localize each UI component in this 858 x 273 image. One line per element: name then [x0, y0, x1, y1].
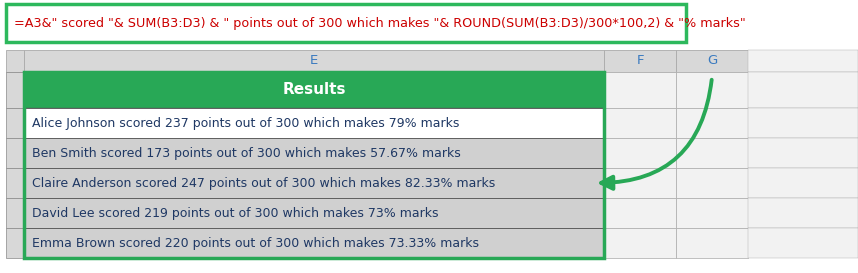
Text: E: E: [310, 55, 318, 67]
Polygon shape: [24, 108, 604, 138]
Polygon shape: [604, 228, 676, 258]
Polygon shape: [676, 198, 748, 228]
Text: Emma Brown scored 220 points out of 300 which makes 73.33% marks: Emma Brown scored 220 points out of 300 …: [32, 236, 479, 250]
Polygon shape: [6, 228, 24, 258]
Polygon shape: [676, 138, 748, 168]
Polygon shape: [24, 198, 604, 228]
Polygon shape: [748, 168, 858, 198]
Polygon shape: [748, 50, 858, 72]
Polygon shape: [6, 108, 24, 138]
Polygon shape: [604, 168, 676, 198]
Polygon shape: [6, 72, 24, 108]
Text: David Lee scored 219 points out of 300 which makes 73% marks: David Lee scored 219 points out of 300 w…: [32, 206, 438, 219]
Text: Claire Anderson scored 247 points out of 300 which makes 82.33% marks: Claire Anderson scored 247 points out of…: [32, 177, 495, 189]
Polygon shape: [604, 138, 676, 168]
Polygon shape: [748, 72, 858, 108]
Polygon shape: [748, 198, 858, 228]
Text: Results: Results: [282, 82, 346, 97]
Text: G: G: [707, 55, 717, 67]
Polygon shape: [676, 50, 748, 72]
Polygon shape: [748, 228, 858, 258]
Polygon shape: [604, 50, 676, 72]
Polygon shape: [676, 72, 748, 108]
Text: F: F: [637, 55, 644, 67]
Polygon shape: [676, 228, 748, 258]
Polygon shape: [748, 138, 858, 168]
Polygon shape: [604, 198, 676, 228]
Polygon shape: [676, 168, 748, 198]
Polygon shape: [6, 4, 686, 42]
Polygon shape: [604, 72, 676, 108]
Polygon shape: [748, 108, 858, 138]
Polygon shape: [24, 72, 604, 108]
Polygon shape: [24, 168, 604, 198]
Text: Alice Johnson scored 237 points out of 300 which makes 79% marks: Alice Johnson scored 237 points out of 3…: [32, 117, 459, 129]
Polygon shape: [6, 50, 24, 72]
FancyArrowPatch shape: [601, 80, 711, 189]
Text: =A3&" scored "& SUM(B3:D3) & " points out of 300 which makes "& ROUND(SUM(B3:D3): =A3&" scored "& SUM(B3:D3) & " points ou…: [14, 16, 746, 29]
Polygon shape: [604, 108, 676, 138]
Text: Ben Smith scored 173 points out of 300 which makes 57.67% marks: Ben Smith scored 173 points out of 300 w…: [32, 147, 461, 159]
Polygon shape: [24, 50, 604, 72]
Polygon shape: [6, 138, 24, 168]
Polygon shape: [24, 138, 604, 168]
Polygon shape: [6, 198, 24, 228]
Polygon shape: [24, 228, 604, 258]
Polygon shape: [6, 168, 24, 198]
Polygon shape: [676, 108, 748, 138]
